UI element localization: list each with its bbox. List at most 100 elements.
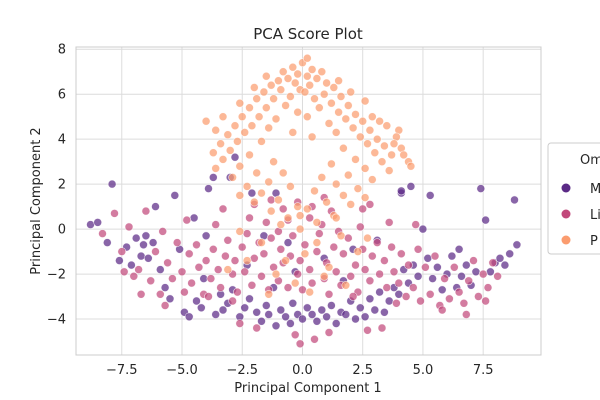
data-point (449, 262, 459, 272)
data-point (139, 240, 148, 250)
data-point (160, 283, 170, 292)
data-point (486, 267, 495, 277)
data-point (201, 231, 211, 241)
data-point (413, 271, 423, 281)
data-point (355, 132, 365, 142)
data-point (293, 107, 303, 117)
data-point (165, 294, 175, 304)
data-point (411, 220, 421, 229)
data-point (343, 101, 353, 110)
data-point (250, 253, 259, 263)
data-point (351, 155, 360, 164)
data-point (317, 305, 327, 315)
data-point (146, 276, 155, 286)
data-point (242, 229, 252, 238)
data-point (233, 287, 242, 297)
data-point (247, 280, 257, 290)
data-point (387, 242, 396, 252)
data-point (331, 267, 341, 277)
data-point (286, 182, 295, 191)
data-point (353, 184, 363, 193)
data-point (375, 116, 384, 126)
data-point (264, 123, 274, 133)
data-point (300, 87, 310, 97)
data-point (319, 271, 329, 281)
data-point (380, 256, 389, 265)
data-point (365, 294, 375, 304)
data-point (204, 292, 213, 301)
data-point (324, 119, 334, 128)
data-point (336, 92, 346, 101)
data-point (471, 267, 481, 277)
data-point (459, 298, 469, 308)
data-point (115, 256, 124, 265)
data-point (197, 303, 206, 313)
data-point (283, 238, 293, 247)
data-point (204, 184, 213, 193)
data-point (430, 251, 440, 261)
data-point (387, 150, 396, 160)
data-point (314, 103, 324, 112)
data-point (394, 289, 404, 299)
legend-label-li: Li (590, 208, 600, 223)
plot-area-frame (75, 46, 542, 356)
data-point (346, 200, 356, 209)
data-point (172, 238, 182, 247)
data-point (425, 289, 435, 299)
data-point (327, 98, 336, 108)
data-point (406, 161, 416, 171)
data-point (512, 240, 522, 250)
data-point (310, 186, 319, 196)
data-point (288, 298, 298, 308)
data-point (384, 296, 394, 306)
data-point (235, 98, 245, 108)
y-tick-label: 2 (58, 178, 66, 193)
data-point (276, 85, 286, 94)
data-point (425, 191, 435, 200)
data-point (269, 94, 278, 103)
data-point (310, 94, 319, 103)
data-point (240, 267, 249, 277)
data-point (266, 195, 276, 205)
legend-marker-p (561, 235, 571, 245)
legend: Om M Li P (547, 142, 600, 255)
data-point (209, 245, 218, 254)
data-point (136, 251, 146, 261)
data-point (189, 213, 199, 223)
data-point (298, 285, 307, 295)
data-point (358, 204, 368, 214)
scatter-points (86, 53, 522, 349)
data-point (365, 125, 375, 135)
y-tick-label: 4 (58, 133, 66, 148)
data-point (151, 202, 160, 211)
data-point (370, 148, 380, 157)
data-point (230, 256, 240, 265)
data-point (421, 262, 430, 272)
data-point (141, 206, 151, 216)
x-tick-label: 5.0 (413, 363, 434, 378)
data-point (269, 157, 278, 166)
data-point (168, 274, 177, 283)
legend-box (547, 142, 600, 255)
data-point (288, 128, 298, 137)
data-point (276, 305, 286, 315)
data-point (237, 112, 247, 121)
data-point (307, 65, 317, 74)
data-point (274, 76, 283, 85)
data-point (478, 269, 488, 279)
data-point (230, 152, 240, 162)
data-point (380, 141, 389, 151)
legend-label-p: P (590, 234, 598, 249)
data-point (510, 195, 519, 205)
data-point (271, 114, 281, 124)
data-point (278, 67, 288, 76)
series-m (86, 152, 522, 331)
data-point (170, 191, 180, 200)
data-point (331, 319, 341, 328)
data-point (348, 292, 358, 301)
data-point (312, 247, 322, 256)
data-point (245, 150, 254, 160)
data-point (370, 305, 380, 315)
data-point (124, 222, 134, 232)
data-point (428, 274, 437, 283)
